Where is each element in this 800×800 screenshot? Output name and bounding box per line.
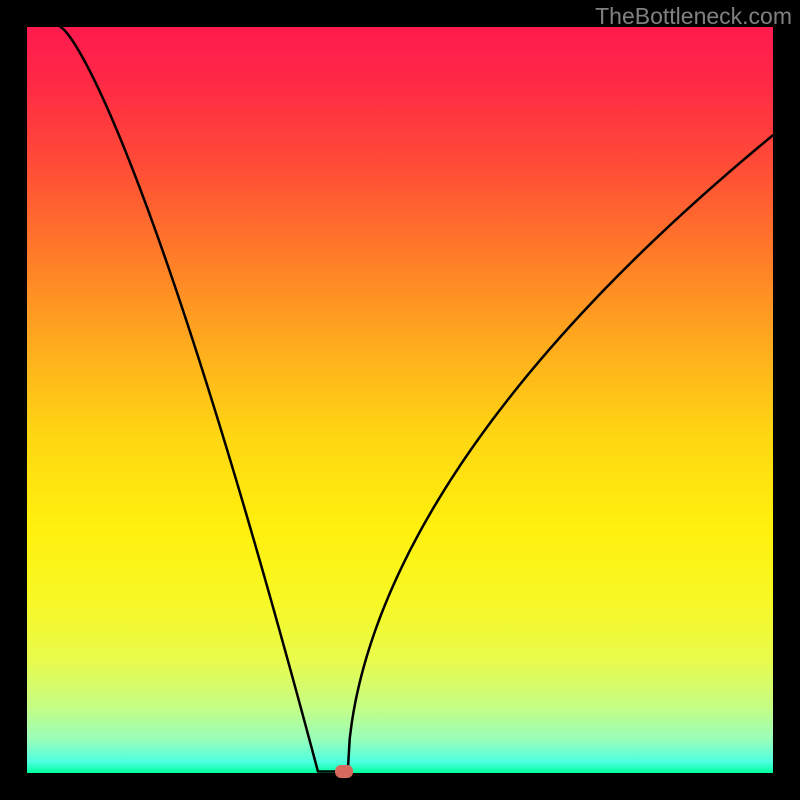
chart-svg <box>0 0 800 800</box>
bottleneck-chart: TheBottleneck.com <box>0 0 800 800</box>
watermark-label: TheBottleneck.com <box>595 3 792 30</box>
